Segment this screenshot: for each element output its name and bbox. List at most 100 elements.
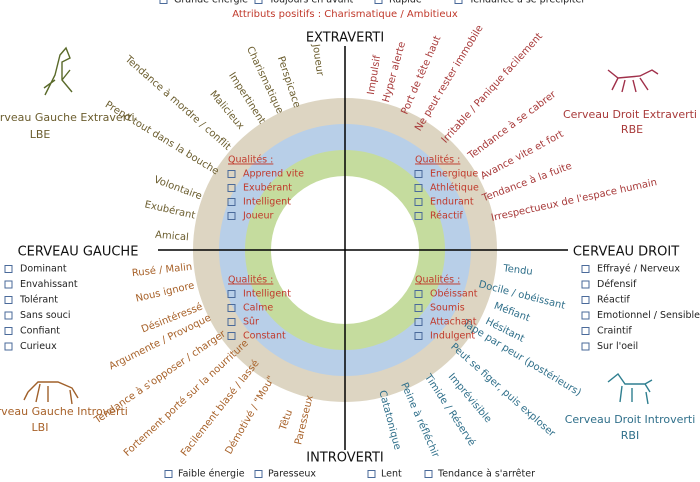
left-item: Sans souci: [20, 310, 71, 321]
qualities-label: Qualités :: [415, 155, 460, 166]
qualities-label: Qualités :: [415, 275, 460, 286]
checkbox: [454, 0, 463, 4]
trait: Tendu: [502, 263, 534, 277]
quality: Endurant: [430, 197, 474, 208]
axis-right: CERVEAU DROIT: [573, 245, 679, 260]
checkbox: [227, 198, 236, 206]
checkbox: [414, 212, 423, 220]
checkbox: [414, 184, 423, 192]
checkbox: [227, 304, 236, 312]
right-item: Réactif: [597, 295, 630, 306]
trait: Tape par peur (postérieurs): [460, 317, 584, 399]
positive-attributes: Attributs positifs : Charismatique / Amb…: [232, 9, 458, 20]
checkbox: [414, 170, 423, 178]
quality: Indulgent: [430, 331, 475, 342]
checkbox: [227, 332, 236, 340]
left-item: Envahissant: [20, 279, 78, 290]
bottom-item: Lent: [381, 469, 402, 480]
checkbox: [414, 290, 423, 298]
checkbox: [4, 342, 13, 351]
checkbox: [227, 290, 236, 298]
quadrant-code: RBE: [621, 123, 643, 136]
quadrant-title: Cerveau Droit Introverti: [565, 413, 696, 426]
checkbox: [164, 470, 173, 478]
top-item: Tendance à se précipiter: [468, 0, 585, 6]
top-item: Grande énergie: [174, 0, 248, 6]
checkbox: [414, 318, 423, 326]
qualities-label: Qualités :: [228, 155, 273, 166]
checkbox: [159, 0, 168, 4]
trait: Docile / obéissant: [477, 278, 566, 312]
checkbox: [581, 296, 590, 304]
trait: Têtu: [277, 408, 296, 433]
checkbox: [581, 265, 590, 273]
checkbox: [374, 0, 383, 4]
right-item: Craintif: [597, 326, 632, 337]
checkbox: [4, 327, 13, 335]
checkbox: [254, 470, 263, 478]
quadrant-title: Cerveau Gauche Introverti: [0, 405, 128, 418]
checkbox: [4, 296, 13, 304]
axis-left: CERVEAU GAUCHE: [18, 245, 139, 260]
trait: Irritable / Panique facilement: [440, 31, 545, 146]
left-item: Dominant: [20, 264, 67, 275]
right-item: Sur l'oeil: [597, 341, 638, 352]
trait: Nous ignore: [135, 280, 196, 304]
right-item: Effrayé / Nerveux: [597, 264, 680, 275]
checkbox: [581, 311, 590, 320]
quality: Joueur: [242, 211, 274, 222]
checkbox: [4, 280, 13, 289]
bottom-item: Faible énergie: [178, 469, 245, 480]
icon-rbe: [607, 69, 659, 93]
axis-top: EXTRAVERTI: [306, 31, 384, 46]
top-item: Rapide: [389, 0, 422, 6]
checkbox: [414, 304, 423, 312]
checkbox: [4, 311, 13, 320]
right-item: Emotionnel / Sensible: [597, 310, 700, 321]
quadrant-title: Cerveau Gauche Extraverti: [0, 111, 135, 124]
trait: Volontaire: [152, 175, 203, 203]
quality: Constant: [243, 331, 286, 342]
quality: Intelligent: [243, 289, 291, 300]
checkbox: [367, 470, 376, 478]
trait: Impulsif: [366, 54, 383, 95]
checkbox: [414, 332, 423, 340]
trait: Hyper alerte: [381, 41, 408, 104]
quality: Attachant: [430, 317, 477, 328]
top-item: Toujours en avant: [268, 0, 354, 6]
checkbox: [227, 184, 236, 192]
quadrant-code: RBI: [621, 429, 639, 442]
qualities-label: Qualités :: [228, 275, 273, 286]
quadrant-code: LBE: [30, 128, 51, 141]
checkbox: [254, 0, 263, 4]
quality: Athlétique: [430, 183, 479, 194]
quadrant-title: Cerveau Droit Extraverti: [563, 108, 697, 121]
trait: Catatonique: [376, 389, 402, 451]
checkbox: [581, 342, 590, 351]
checkbox: [227, 170, 236, 178]
bottom-item: Paresseux: [268, 469, 316, 480]
checkbox: [227, 318, 236, 326]
checkbox: [4, 265, 13, 273]
quality: Energique: [430, 169, 478, 180]
quality: Exubérant: [243, 183, 292, 194]
icon-lbe: [43, 46, 73, 96]
quality: Calme: [243, 303, 273, 314]
quality: Sûr: [243, 317, 259, 328]
checkbox: [227, 212, 236, 220]
left-item: Curieux: [20, 341, 57, 352]
icon-rbi: [607, 372, 653, 405]
right-item: Défensif: [597, 279, 637, 290]
checkbox: [581, 280, 590, 289]
quality: Apprend vite: [243, 169, 304, 180]
quality: Réactif: [430, 211, 463, 222]
trait: Exubérant: [144, 198, 197, 221]
trait: Amical: [155, 230, 190, 244]
trait: Prend tout dans la bouche: [103, 99, 221, 177]
quadrant-code: LBI: [32, 421, 49, 434]
axis-bottom: INTROVERTI: [306, 451, 384, 466]
checkbox: [581, 327, 590, 335]
quality: Soumis: [430, 303, 465, 314]
trait: Joueur: [310, 42, 326, 77]
